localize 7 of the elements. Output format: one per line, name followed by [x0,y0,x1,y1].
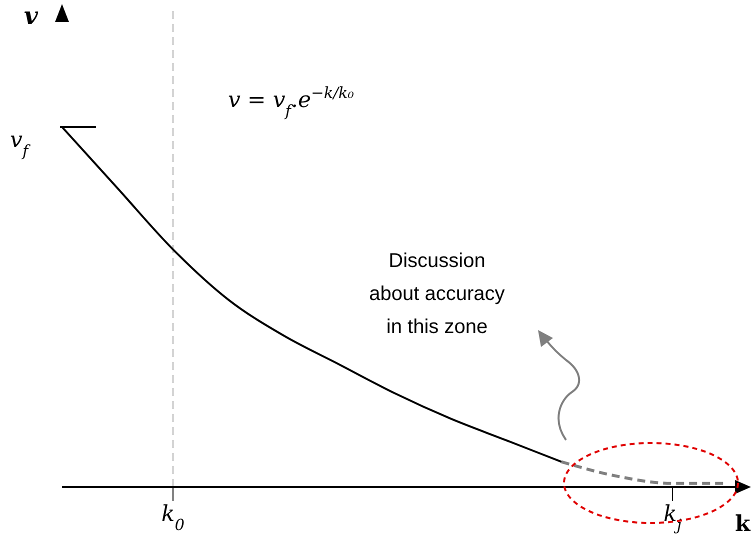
x-axis-title: k [735,511,751,537]
text: v = v$_{f}$.e$^{−k/k₀}$ [228,84,354,120]
annotation: Discussion about accuracy in this zone [369,250,505,338]
text: v$_{f}$ [10,128,30,160]
x-tick-label: k$_{0}$ [161,502,185,534]
x-tick-label: k$_{j}$ [663,502,682,534]
y-axis-title: v [24,1,39,30]
